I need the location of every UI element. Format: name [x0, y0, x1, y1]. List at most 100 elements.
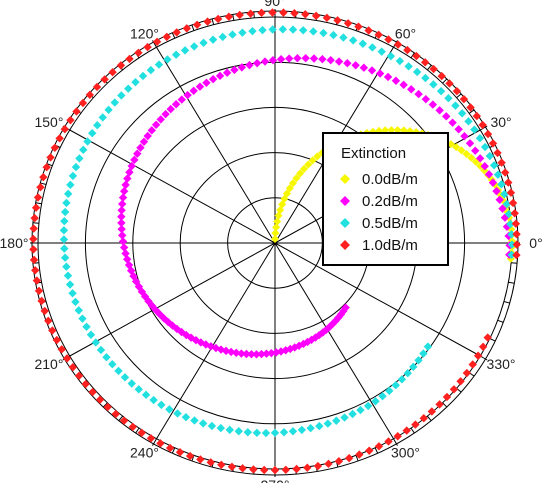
data-point: [442, 112, 451, 121]
data-point: [484, 170, 494, 179]
data-point: [185, 451, 195, 461]
data-point: [92, 82, 102, 92]
data-point: [44, 316, 53, 326]
data-point: [139, 137, 149, 147]
data-point: [386, 51, 396, 61]
legend-entry: 0.0dB/m: [340, 171, 418, 188]
data-point: [117, 224, 126, 234]
data-point: [454, 125, 463, 134]
data-point: [52, 335, 62, 345]
data-point: [165, 405, 174, 414]
data-point: [292, 174, 301, 183]
data-point: [232, 348, 241, 358]
grid-tick: [35, 202, 42, 205]
angle-tick-label: 330°: [487, 356, 516, 372]
data-point: [96, 345, 106, 355]
grid-tick: [135, 427, 140, 434]
angle-tick-label: 150°: [34, 114, 63, 130]
data-point: [68, 171, 78, 181]
data-point: [125, 54, 134, 64]
data-point: [121, 180, 130, 190]
data-point: [478, 342, 488, 351]
grid-tick: [410, 427, 415, 434]
data-point: [121, 249, 130, 258]
data-point: [278, 25, 288, 34]
data-point: [359, 63, 369, 72]
data-point: [493, 148, 502, 158]
data-point: [498, 204, 507, 213]
data-point: [50, 143, 60, 152]
data-point: [374, 442, 384, 451]
data-point: [473, 351, 483, 360]
angle-tick-label: 180°: [0, 235, 28, 251]
data-point: [293, 53, 302, 63]
data-point: [218, 32, 227, 42]
data-point: [435, 106, 444, 115]
data-point: [154, 60, 164, 69]
data-point: [59, 235, 69, 244]
data-point: [470, 125, 479, 134]
grid-tick: [355, 455, 359, 462]
data-point: [156, 115, 165, 124]
data-point: [281, 465, 291, 474]
angle-tick-label: 30°: [490, 114, 511, 130]
data-point: [365, 446, 374, 455]
data-point: [36, 183, 45, 192]
data-point: [173, 409, 182, 418]
data-point: [156, 439, 165, 448]
data-point: [39, 172, 48, 182]
data-point: [136, 143, 145, 152]
data-point: [31, 266, 40, 275]
data-point: [235, 10, 244, 20]
data-point: [384, 35, 393, 44]
data-point: [60, 207, 70, 217]
data-point: [262, 349, 271, 358]
grid-tick: [211, 18, 215, 25]
data-point: [117, 212, 126, 221]
data-point: [378, 391, 387, 401]
data-point: [395, 56, 405, 66]
data-point: [100, 75, 109, 84]
data-point: [301, 10, 310, 19]
data-point: [279, 8, 288, 17]
data-point: [182, 24, 191, 33]
data-point: [384, 437, 393, 446]
data-point: [189, 86, 198, 95]
data-point: [507, 240, 517, 249]
data-point: [421, 94, 431, 104]
data-point: [133, 149, 142, 158]
data-point: [151, 120, 161, 129]
data-point: [506, 219, 515, 229]
data-point: [354, 22, 363, 31]
data-point: [449, 385, 459, 394]
data-point: [124, 84, 133, 93]
grid-tick: [503, 301, 510, 304]
data-point: [507, 250, 516, 260]
data-point: [108, 68, 117, 77]
data-point: [29, 255, 39, 265]
grid-tick: [102, 402, 108, 408]
data-point: [368, 43, 377, 52]
data-point: [298, 26, 308, 35]
data-point: [421, 73, 430, 83]
data-point: [165, 443, 175, 453]
data-point: [207, 421, 217, 431]
data-point: [71, 162, 81, 172]
data-point: [195, 82, 205, 91]
grid-tick: [393, 438, 398, 446]
data-point: [82, 322, 91, 332]
data-point: [460, 131, 469, 141]
data-point: [68, 363, 78, 372]
data-point: [246, 9, 255, 18]
data-point: [313, 152, 322, 161]
data-point: [117, 206, 126, 215]
data-point: [85, 90, 95, 100]
data-point: [60, 124, 70, 134]
data-point: [238, 464, 247, 473]
data-point: [309, 27, 318, 36]
data-point: [393, 432, 402, 441]
data-point: [334, 57, 344, 66]
angle-tick-label: 300°: [391, 445, 420, 461]
data-point: [451, 101, 460, 110]
data-point: [309, 54, 319, 63]
